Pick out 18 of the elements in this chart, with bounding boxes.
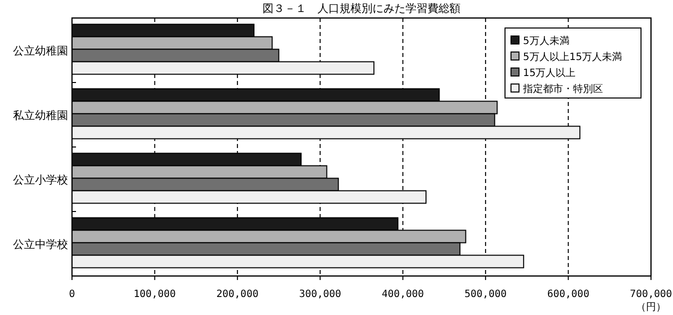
x-tick-label: 600,000: [547, 289, 590, 300]
y-tick-label: 公立小学校: [13, 173, 68, 186]
legend-label: 5万人以上15万人未満: [523, 51, 622, 63]
x-tick-label: 500,000: [464, 289, 507, 300]
y-tick-label: 公立幼稚園: [13, 44, 68, 58]
x-tick-label: 0: [68, 289, 76, 300]
x-tick-label: 700,000: [630, 289, 672, 300]
x-tick-label: 300,000: [299, 289, 342, 300]
chart-title: 図３－１ 人口規模別にみた学習費総額: [262, 2, 460, 15]
x-tick-label: 200,000: [216, 289, 259, 300]
y-tick-label: 公立中学校: [13, 238, 68, 251]
legend-label: 5万人未満: [523, 35, 570, 47]
x-tick-label: 400,000: [382, 289, 424, 300]
x-axis-title: （円）: [636, 302, 666, 313]
legend-label: 指定都市・特別区: [522, 83, 603, 95]
legend-label: 15万人以上: [523, 67, 576, 79]
x-tick-label: 100,000: [134, 289, 176, 300]
y-tick-label: 私立幼稚園: [13, 108, 68, 122]
